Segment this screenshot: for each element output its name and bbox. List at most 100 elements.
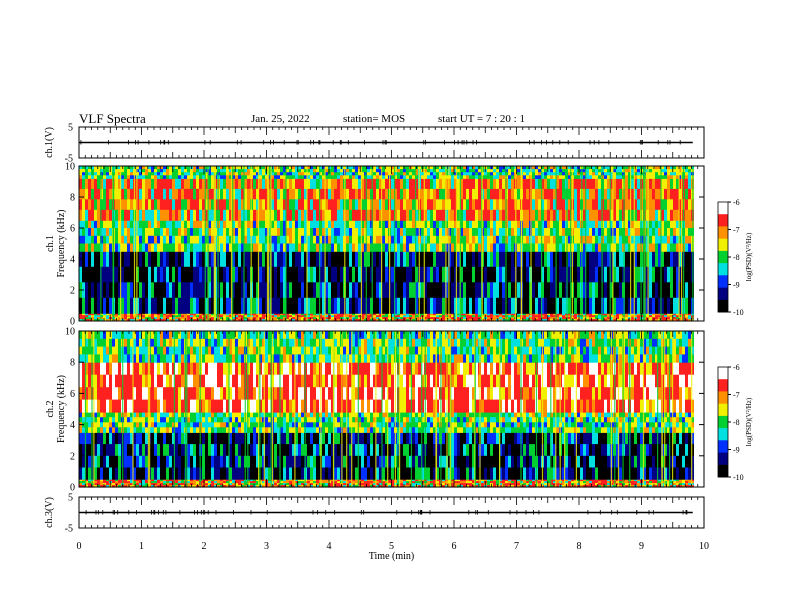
spectrogram-cell: [202, 266, 205, 283]
spectrogram-cell: [223, 199, 226, 211]
spectrogram-cell: [634, 169, 637, 173]
spectrogram-cell: [556, 282, 559, 299]
spectrogram-cell: [166, 172, 169, 176]
spectrogram-cell: [163, 481, 166, 484]
spectrogram-cell: [493, 317, 496, 320]
spectrogram-cell: [619, 235, 622, 245]
spectrogram-cell: [322, 282, 325, 299]
spectrogram-cell: [262, 282, 265, 299]
spectrogram-cell: [595, 199, 598, 211]
spectrogram-cell: [376, 228, 379, 237]
spectrogram-cell: [355, 175, 358, 179]
spectrogram-cell: [226, 483, 229, 486]
spectrogram-cell: [361, 297, 364, 314]
spectrogram-cell: [679, 251, 682, 268]
spectrogram-cell: [211, 317, 214, 320]
spectrogram-cell: [286, 166, 289, 170]
spectrogram-cell: [469, 220, 472, 229]
spectrogram-cell: [283, 483, 286, 486]
spectrogram-cell: [421, 175, 424, 179]
spectrogram-cell: [82, 479, 85, 482]
spectrogram-cell: [361, 169, 364, 173]
spectrogram-cell: [187, 175, 190, 179]
spectrogram-cell: [187, 209, 190, 221]
spectrogram-cell: [550, 172, 553, 176]
spectrogram-cell: [451, 317, 454, 320]
spectrogram-cell: [169, 199, 172, 211]
spectrogram-cell: [103, 315, 106, 318]
spectrogram-cell: [604, 282, 607, 299]
spectrogram-cell: [502, 166, 505, 170]
spectrogram-cell: [577, 319, 580, 322]
spectrogram-cell: [496, 251, 499, 268]
spectrogram-cell: [193, 235, 196, 245]
spectrogram-cell: [625, 175, 628, 179]
spectrogram-cell: [583, 228, 586, 237]
spectrogram-cell: [106, 209, 109, 221]
spectrogram-cell: [280, 209, 283, 221]
spectrogram-cell: [367, 266, 370, 283]
spectrogram-cell: [472, 315, 475, 318]
spectrogram-cell: [295, 209, 298, 221]
spectrogram-cell: [85, 228, 88, 237]
spectrogram-cell: [541, 172, 544, 176]
spectrogram-cell: [142, 297, 145, 314]
spectrogram-cell: [595, 251, 598, 268]
spectrogram-cell: [613, 172, 616, 176]
spectrogram-cell: [229, 266, 232, 283]
spectrogram-cell: [103, 243, 106, 252]
spectrogram-cell: [154, 251, 157, 268]
spectrogram-cell: [352, 266, 355, 283]
spectrogram-cell: [130, 282, 133, 299]
spectrogram-cell: [196, 251, 199, 268]
spectrogram-cell: [391, 313, 394, 316]
spectrogram-cell: [373, 178, 376, 190]
spectrogram-cell: [625, 169, 628, 173]
spectrogram-cell: [160, 228, 163, 237]
spectrogram-cell: [460, 319, 463, 322]
spectrogram-cell: [184, 172, 187, 176]
spectrogram-cell: [115, 266, 118, 283]
spectrogram-cell: [619, 319, 622, 322]
spectrogram-cell: [382, 319, 385, 322]
spectrogram-cell: [175, 220, 178, 229]
spectrogram-cell: [544, 297, 547, 314]
spectrogram-cell: [517, 282, 520, 299]
spectrogram-cell: [454, 266, 457, 283]
spectrogram-cell: [187, 485, 190, 488]
spectrogram-cell: [82, 319, 85, 322]
spectrogram-cell: [127, 188, 130, 200]
spectrogram-cell: [82, 235, 85, 245]
spectrogram-cell: [208, 313, 211, 316]
spectrogram-cell: [430, 188, 433, 200]
spectrogram-cell: [547, 228, 550, 237]
spectrogram-cell: [241, 313, 244, 316]
spectrogram-cell: [439, 199, 442, 211]
spectrogram-cell: [256, 175, 259, 179]
spectrogram-cell: [232, 266, 235, 283]
spectrogram-cell: [373, 243, 376, 252]
spectrogram-cell: [493, 199, 496, 211]
spectrogram-cell: [586, 235, 589, 245]
spectrogram-cell: [232, 209, 235, 221]
spectrogram-cell: [91, 315, 94, 318]
spectrogram-cell: [406, 282, 409, 299]
spectrogram-cell: [664, 188, 667, 200]
spectrogram-cell: [172, 479, 175, 482]
spectrogram-cell: [376, 282, 379, 299]
spectrogram-cell: [568, 209, 571, 221]
spectrogram-cell: [406, 297, 409, 314]
spectrogram-cell: [475, 251, 478, 268]
spectrogram-cell: [322, 199, 325, 211]
spectrogram-cell: [358, 175, 361, 179]
spectrogram-cell: [103, 172, 106, 176]
spectrogram-cell: [115, 243, 118, 252]
spectrogram-cell: [541, 228, 544, 237]
spectrogram-cell: [460, 166, 463, 170]
spectrogram-cell: [385, 166, 388, 170]
spectrogram-cell: [490, 297, 493, 314]
spectrogram-cell: [310, 282, 313, 299]
spectrogram-cell: [382, 243, 385, 252]
spectrogram-cell: [463, 313, 466, 316]
spectrogram-cell: [616, 315, 619, 318]
